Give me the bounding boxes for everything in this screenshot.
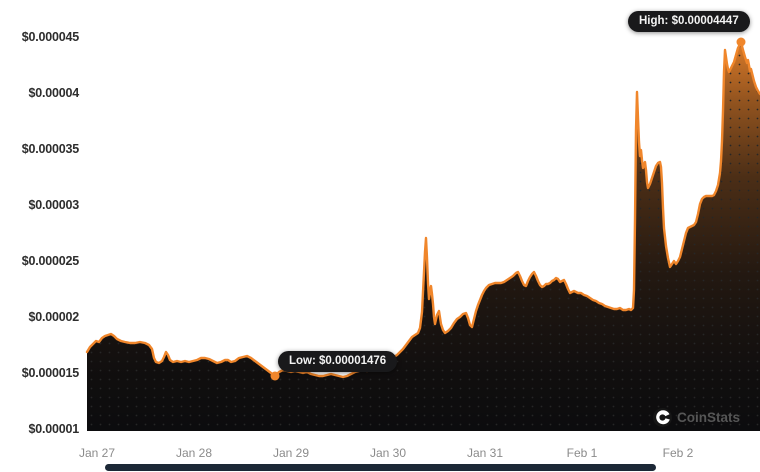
y-axis-label: $0.000025 bbox=[21, 254, 79, 268]
dot-grid-pattern bbox=[87, 42, 760, 431]
high-tooltip-label: High: $0.00004447 bbox=[639, 15, 739, 27]
y-axis-label: $0.00004 bbox=[28, 86, 79, 100]
price-line bbox=[85, 40, 760, 379]
y-axis-label: $0.000015 bbox=[21, 366, 79, 380]
x-axis-label: Jan 27 bbox=[78, 446, 116, 460]
coinstats-watermark[interactable]: CoinStats bbox=[653, 407, 740, 427]
x-axis-label: Jan 29 bbox=[272, 446, 310, 460]
y-axis-label: $0.000035 bbox=[21, 142, 79, 156]
low-tooltip-label: Low: $0.00001476 bbox=[289, 355, 387, 367]
x-axis-label: Feb 1 bbox=[566, 446, 598, 460]
x-axis-label: Jan 30 bbox=[369, 446, 407, 460]
low-tooltip: Low: $0.00001476 bbox=[278, 351, 398, 372]
x-axis-label: Jan 28 bbox=[175, 446, 213, 460]
y-axis-label: $0.00003 bbox=[28, 198, 79, 212]
coinstats-watermark-text: CoinStats bbox=[677, 409, 741, 425]
y-axis-label: $0.000045 bbox=[21, 30, 79, 44]
horizontal-scrollbar-thumb[interactable] bbox=[105, 464, 656, 471]
y-axis-label: $0.00002 bbox=[28, 310, 79, 324]
high-point-marker bbox=[736, 37, 746, 47]
y-axis-label: $0.00001 bbox=[28, 422, 79, 436]
high-tooltip: High: $0.00004447 bbox=[628, 11, 750, 32]
low-point-marker bbox=[270, 371, 280, 381]
x-axis-label: Feb 2 bbox=[662, 446, 694, 460]
coinstats-logo-icon bbox=[653, 407, 672, 427]
x-axis-label: Jan 31 bbox=[466, 446, 504, 460]
